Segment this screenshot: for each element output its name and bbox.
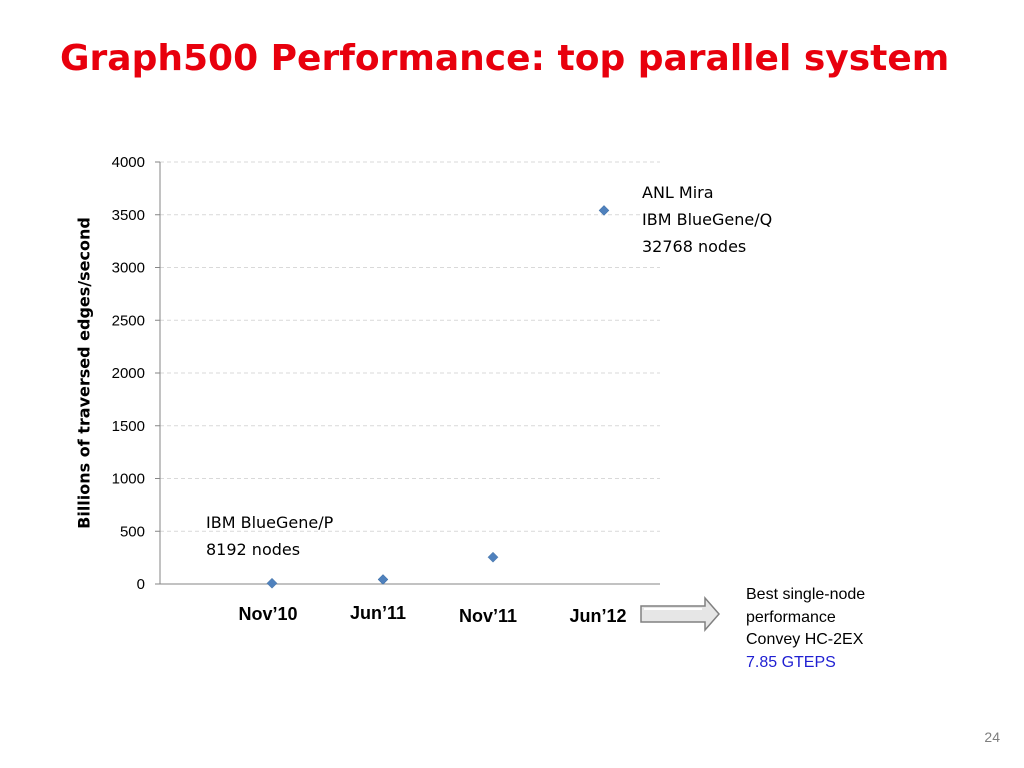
y-tick-label: 4000	[112, 154, 145, 171]
slide-title: Graph500 Performance: top parallel syste…	[60, 38, 950, 79]
x-category-label: Jun’11	[349, 603, 407, 623]
data-point-3	[598, 205, 610, 216]
right-arrow-icon	[640, 596, 720, 632]
single-node-note-line-1: Best single-node	[746, 586, 866, 603]
single-node-note-line-2: performance	[746, 608, 836, 626]
bluegene-p-annotation: IBM BlueGene/P 8192 nodes	[206, 509, 333, 563]
y-tick-label: 2500	[112, 312, 145, 329]
bluegene-p-annotation-line-1: IBM BlueGene/P	[206, 513, 334, 532]
data-point-2	[487, 551, 499, 563]
y-tick-label: 0	[137, 576, 145, 593]
y-tick-label: 500	[120, 523, 145, 540]
y-tick-labels: 0 500 1000 1500 2000 2500 3000 3500 4000	[112, 154, 145, 593]
gteps-value: 7.85 GTEPS	[746, 653, 836, 671]
mira-annotation-line-1: ANL Mira	[642, 183, 714, 202]
x-category-label: Nov’11	[458, 606, 518, 626]
single-node-note-line-3: Convey HC-2EX	[746, 631, 864, 648]
page-number: 24	[984, 729, 1000, 745]
data-point-1	[377, 574, 389, 585]
y-tick-label: 1000	[112, 471, 145, 488]
x-category-label: Jun’12	[569, 606, 627, 626]
mira-annotation-line-3: 32768 nodes	[642, 237, 747, 256]
mira-annotation-line-2: IBM BlueGene/Q	[642, 210, 773, 229]
single-node-note: Best single-node performance Convey HC-2…	[746, 584, 865, 674]
y-tick-label: 1500	[112, 418, 145, 435]
grid-lines	[160, 161, 660, 532]
mira-annotation: ANL Mira IBM BlueGene/Q 32768 nodes	[642, 179, 772, 260]
data-points	[266, 205, 610, 589]
axes	[155, 161, 660, 585]
x-category-label: Nov’10	[238, 604, 298, 624]
y-tick-label: 3500	[112, 207, 145, 224]
bluegene-p-annotation-line-2: 8192 nodes	[206, 540, 301, 559]
data-point-0	[266, 577, 278, 589]
y-tick-label: 2000	[112, 365, 145, 382]
y-tick-label: 3000	[112, 260, 145, 277]
